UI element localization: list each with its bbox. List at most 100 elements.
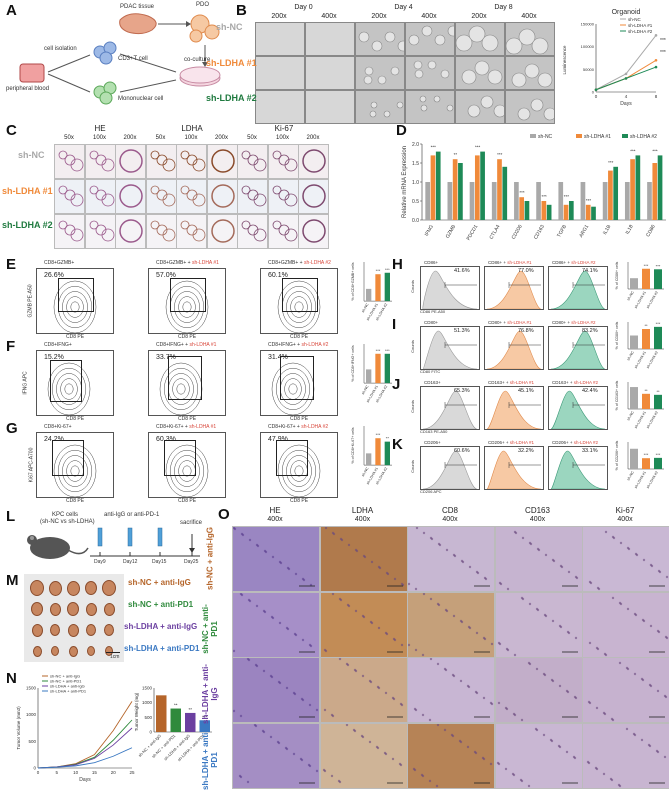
panel-label-j: J [392,376,401,393]
organoid [446,104,454,112]
nucleus [393,638,396,641]
nucleus [588,701,592,705]
nucleus [597,587,601,591]
organoid [358,31,370,43]
nucleus [361,674,364,678]
ihc-tissue-image [407,722,495,789]
bar [170,708,181,732]
nucleus [489,762,493,765]
gland [186,154,198,166]
panel-label-k: K [392,436,403,453]
title-population: CD8+IFNG+ [44,342,72,348]
y-tick-label: 150000 [581,22,595,27]
y-axis-label: % of CD86+ cells [615,261,619,289]
significance-label: *** [652,148,658,153]
histogram-plot [484,326,544,370]
organoid [531,37,549,55]
significance-label: *** [376,268,381,273]
nucleus [354,669,357,673]
nucleus [529,542,532,546]
organoid-blobs [358,31,409,52]
nucleus [376,746,379,749]
nucleus [567,570,570,574]
b-mag-label-4: 200x [471,13,487,20]
gate-box [168,356,202,400]
title-condition: sh-LDHA #1 [189,424,217,430]
title-population: CD8+Ki-67+ + [156,424,190,430]
ihc-image [176,179,207,214]
organoid-micrograph [455,90,507,124]
nucleus [269,735,273,738]
ihc-structures [150,150,175,172]
panel-label-d: D [396,122,407,139]
histogram-title: CD80+ [424,320,438,325]
gland [58,220,68,230]
nucleus [589,581,593,585]
gland [101,193,114,207]
title-population: CD206+ + [488,440,510,445]
ihc-tissue-image [407,591,495,658]
organoid-micrograph [355,56,405,90]
contour [169,449,205,493]
nucleus [254,724,258,727]
gate-percentage: 60.3% [156,436,176,443]
histogram-fill [550,390,606,430]
ihc-tissue-image [232,657,320,723]
gland [302,184,326,208]
nucleus [353,729,356,732]
gland [156,189,167,201]
significance-label: ** [644,323,648,328]
ihc-image [84,179,116,214]
title-condition: sh-LDHA #2 [573,380,599,385]
significance-label: *** [475,145,481,150]
significance-label: *** [376,348,381,353]
x-tick-label: sh-NC [361,384,370,395]
kpc-groups-label: (sh-NC vs sh-LDHA) [40,519,95,525]
gland [119,184,143,208]
ihc-image [237,179,268,214]
nucleus [339,598,342,601]
nucleus [346,663,349,667]
ihc-image [145,179,177,214]
o-mag-label: 400x [529,516,546,523]
organoid-blobs [419,95,454,112]
organoid-micrograph [505,90,557,124]
nucleus [330,774,333,777]
title-condition: sh-LDHA #1 [509,380,535,385]
nucleus [323,708,326,712]
nucleus [435,784,439,787]
nucleus [309,583,313,587]
ihc-structures [241,185,267,207]
nucleus [368,740,371,743]
gland [58,150,68,160]
nucleus [468,626,472,629]
facs-plot-title: CD8+IFNG+ [44,342,72,348]
nucleus [461,560,465,564]
panel-label-o: O [218,506,230,523]
bar [642,458,650,469]
nucleus [300,758,304,761]
nucleus [399,763,402,766]
significance-label: *** [644,452,649,457]
x-tick-label: TGFB [556,223,568,238]
histogram-x-axis-label: CD163 PE-A50 [420,429,448,434]
gland [101,228,114,242]
nucleus [324,649,327,652]
nucleus [566,690,569,694]
gland [162,193,175,207]
y-tick-label: 1.5 [412,161,419,167]
ihc-image [237,144,268,179]
bar [502,166,508,220]
x-tick-label: sh-NC [626,410,635,421]
ihc-image [206,214,238,249]
histogram-y-axis-label: Counts [409,400,415,413]
nucleus [247,658,251,662]
ihc-structures [210,219,235,243]
gland [70,193,84,207]
nucleus [574,696,577,700]
ihc-tissue-image [319,591,408,658]
tissue-texture [588,596,669,656]
contour [286,455,312,487]
gland [186,189,198,201]
facs-plot-title: CD8+IFNG+ + sh-LDHA #1 [156,342,216,348]
